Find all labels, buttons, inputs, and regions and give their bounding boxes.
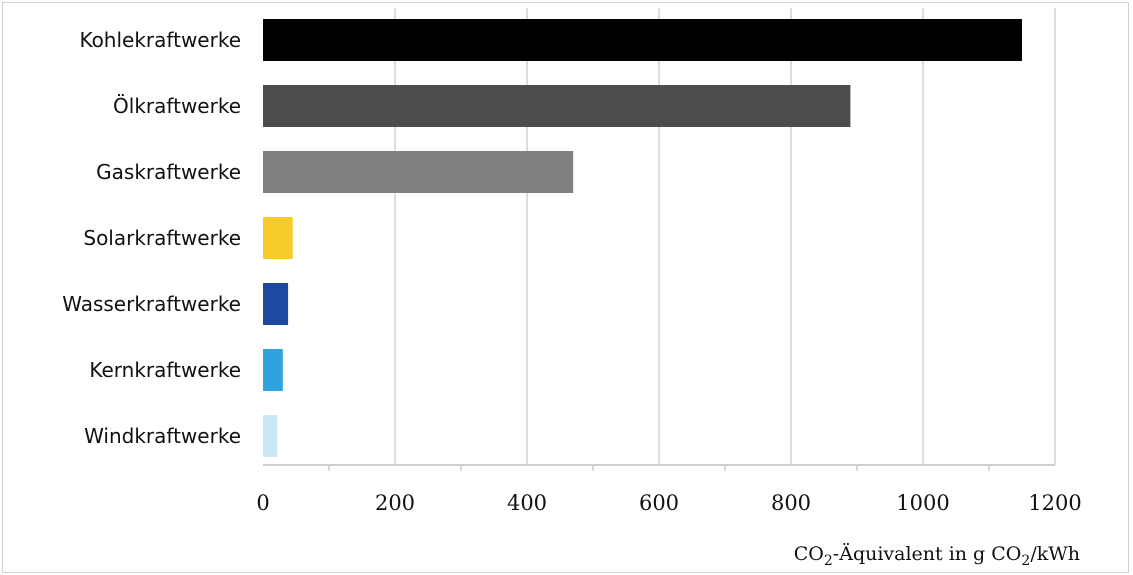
category-label: Windkraftwerke xyxy=(84,424,241,448)
x-tick-label: 1200 xyxy=(1028,491,1081,515)
x-tick-label: 800 xyxy=(771,491,811,515)
bar-5 xyxy=(263,283,289,325)
x-tick-label: 400 xyxy=(507,491,547,515)
category-label: Wasserkraftwerke xyxy=(62,292,241,316)
x-tick-label: 1000 xyxy=(896,491,949,515)
x-axis-title: CO2-Äquivalent in g CO2/kWh xyxy=(794,542,1080,569)
category-labels: Kohlekraftwerke Ölkraftwerke Gaskraftwerke… xyxy=(62,28,241,448)
x-tick-label: 200 xyxy=(375,491,415,515)
x-tick-label: 600 xyxy=(639,491,679,515)
category-label: Kernkraftwerke xyxy=(89,358,241,382)
bar-3 xyxy=(263,151,574,193)
x-tick-labels: 0 200 400 600 800 1000 1200 xyxy=(256,491,1081,515)
gridlines xyxy=(328,8,1056,471)
category-label: Ölkraftwerke xyxy=(113,94,241,118)
bar-1 xyxy=(263,19,1022,61)
category-label: Gaskraftwerke xyxy=(96,160,241,184)
bars xyxy=(263,19,1022,457)
bar-2 xyxy=(263,85,851,127)
bar-7 xyxy=(263,415,278,457)
x-tick-label: 0 xyxy=(256,491,269,515)
category-label: Kohlekraftwerke xyxy=(79,28,241,52)
bar-6 xyxy=(263,349,283,391)
category-label: Solarkraftwerke xyxy=(83,226,241,250)
bar-4 xyxy=(263,217,293,259)
